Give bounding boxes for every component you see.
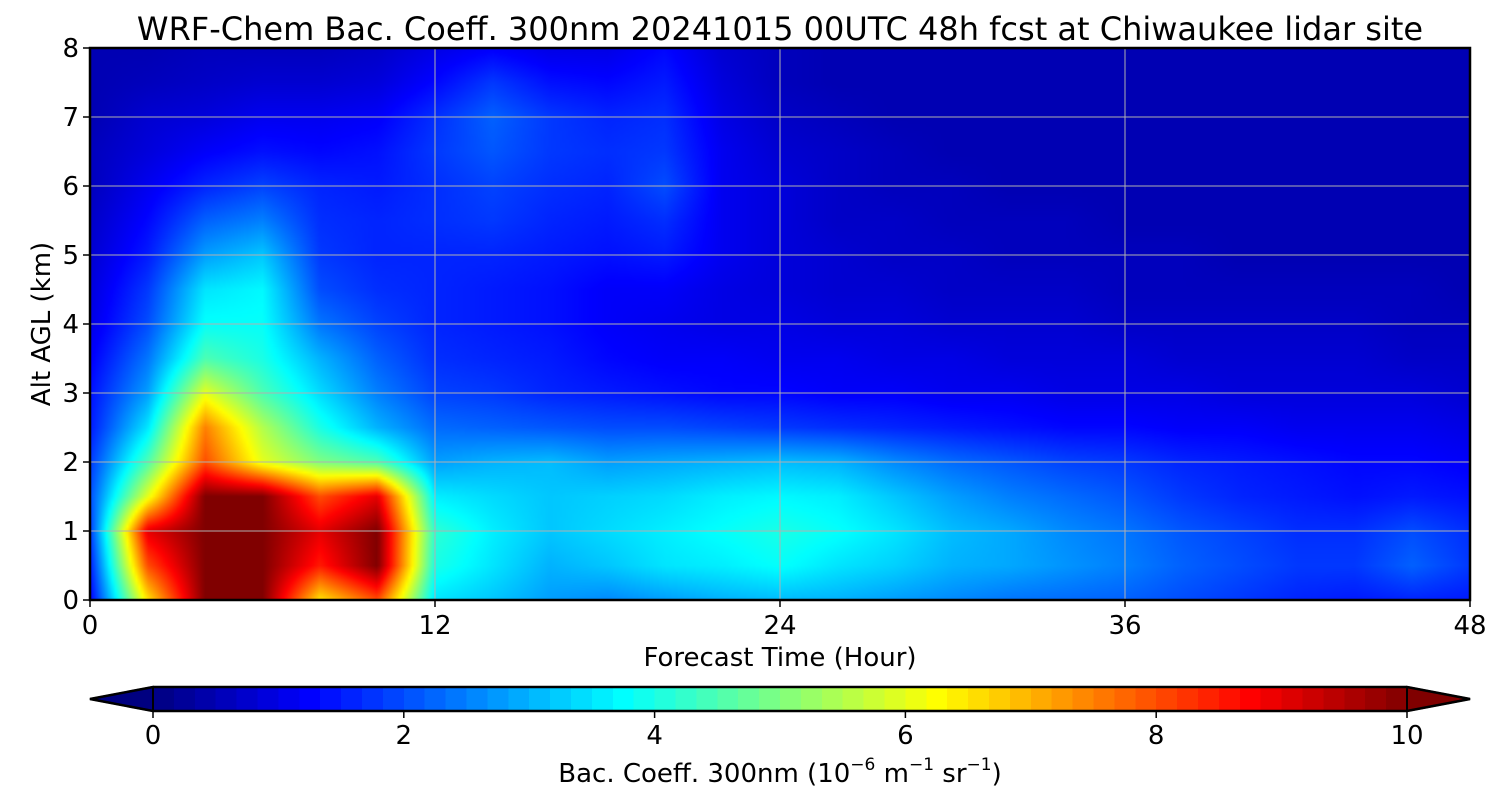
colorbar-tick-label: 10 <box>1390 721 1423 751</box>
colorbar-ticks: 0 2 4 6 8 10 <box>145 711 1424 751</box>
y-tick-label: 0 <box>62 586 79 616</box>
x-tick-label: 48 <box>1453 611 1486 641</box>
x-tick-label: 24 <box>763 611 796 641</box>
y-tick-label: 2 <box>62 448 79 478</box>
colorbar-tick-label: 6 <box>897 721 914 751</box>
colorbar: 0 2 4 6 8 10 Bac. Coeff. 300nm (10−6 m−1 sr−1… <box>89 685 1471 789</box>
colorbar-tick-label: 4 <box>646 721 663 751</box>
chart-title: WRF-Chem Bac. Coeff. 300nm 20241015 00UT… <box>137 10 1423 48</box>
y-tick-label: 4 <box>62 310 79 340</box>
x-axis: 0 12 24 36 48 <box>82 600 1487 641</box>
y-tick-label: 7 <box>62 103 79 133</box>
grid-lines <box>90 48 1470 600</box>
y-axis: 0 1 2 3 4 5 6 7 8 <box>62 34 90 616</box>
colorbar-max-extension <box>1406 685 1471 713</box>
y-tick-label: 6 <box>62 172 79 202</box>
x-tick-label: 0 <box>82 611 99 641</box>
y-tick-label: 3 <box>62 379 79 409</box>
y-tick-label: 5 <box>62 241 79 271</box>
colorbar-tick-label: 8 <box>1148 721 1165 751</box>
x-tick-label: 12 <box>418 611 451 641</box>
colorbar-gradient <box>153 687 1407 711</box>
y-tick-label: 8 <box>62 34 79 64</box>
colorbar-label: Bac. Coeff. 300nm (10−6 m−1 sr−1) <box>558 755 1001 789</box>
y-axis-label: Alt AGL (km) <box>27 242 57 406</box>
x-tick-label: 36 <box>1108 611 1141 641</box>
colorbar-min-extension <box>89 685 154 713</box>
colorbar-tick-label: 2 <box>396 721 413 751</box>
y-tick-label: 1 <box>62 517 79 547</box>
x-axis-label: Forecast Time (Hour) <box>643 643 916 673</box>
colorbar-tick-label: 0 <box>145 721 162 751</box>
